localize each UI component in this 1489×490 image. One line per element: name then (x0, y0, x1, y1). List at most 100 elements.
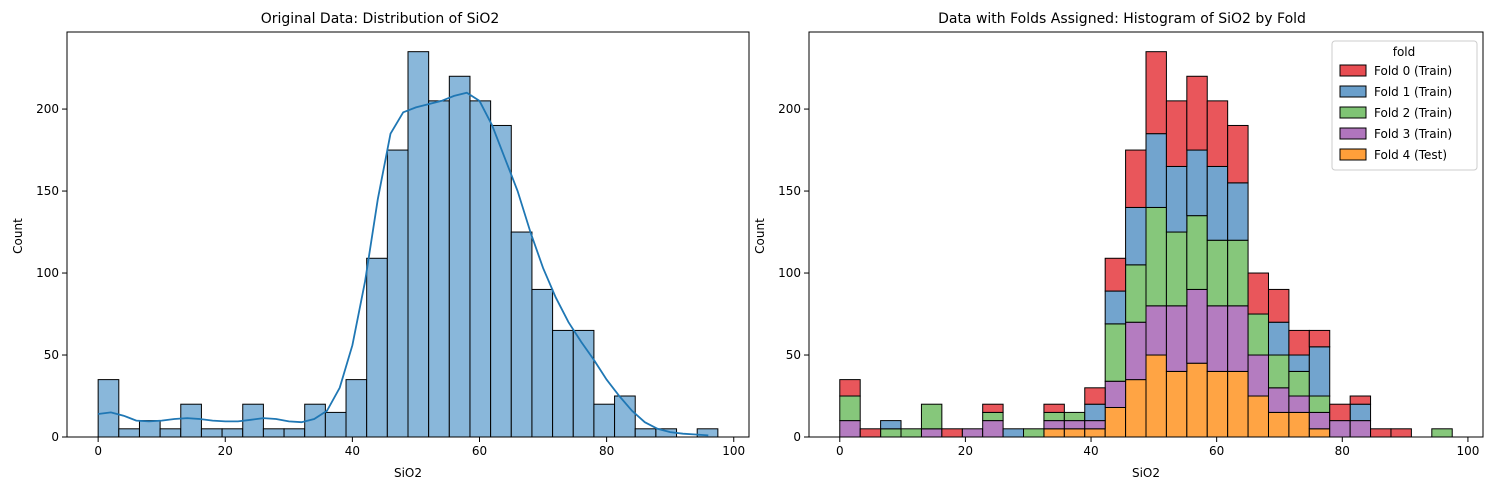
bar-segment (1063, 428, 1086, 438)
bar-segment (1104, 380, 1127, 408)
y-tick-label: 150 (778, 184, 801, 198)
bar-segment (1308, 411, 1331, 430)
bar-segment (982, 411, 1004, 422)
bar-segment (839, 420, 861, 438)
bar-segment (1431, 428, 1453, 438)
legend-label: Fold 3 (Train) (1374, 127, 1452, 141)
bar-segment (1288, 395, 1310, 413)
histogram-bar (531, 288, 554, 438)
x-axis-ticks: 0 20 40 60 80 100 (836, 437, 1479, 458)
bar-segment (1186, 288, 1208, 364)
histogram-bar (180, 403, 202, 438)
bar-segment (1104, 290, 1127, 325)
bar-segment (1145, 305, 1167, 356)
bar-segment (1186, 362, 1208, 438)
x-axis-ticks: 0 20 40 60 80 100 (94, 437, 745, 458)
legend-title: fold (1393, 45, 1416, 59)
histogram-bar (262, 428, 285, 438)
bar-segment (859, 428, 882, 438)
bar-segment (1165, 100, 1188, 167)
y-tick-label: 200 (36, 102, 59, 116)
bar-segment (1308, 395, 1331, 413)
y-tick-label: 100 (36, 266, 59, 280)
bar-segment (1104, 323, 1127, 382)
histogram-bar (510, 231, 533, 438)
bar-segment (1247, 354, 1269, 397)
bar-segment (880, 420, 902, 430)
bar-segment (982, 403, 1004, 413)
bar-segment (1349, 420, 1372, 438)
histogram-chart-left: Original Data: Distribution of SiO2 0 20 4… (11, 11, 750, 480)
bar-segment (1023, 428, 1045, 438)
bar-segment (1267, 411, 1290, 438)
legend-label: Fold 1 (Train) (1374, 85, 1452, 99)
histogram-bar (634, 428, 657, 438)
bar-segment (982, 420, 1004, 438)
bar-segment (1165, 231, 1188, 307)
histogram-bar (97, 379, 120, 438)
bar-segment (1063, 420, 1086, 430)
axes-frame (808, 31, 1484, 438)
bar-segment (1125, 149, 1147, 208)
bar-segment (1145, 133, 1167, 208)
bar-segment (1043, 420, 1065, 430)
y-axis-label: Count (753, 218, 767, 254)
plot-area (808, 31, 1484, 438)
bar-segment (1227, 239, 1249, 307)
bar-segment (1349, 403, 1372, 422)
bar-segment (839, 395, 861, 422)
kde-curve (97, 91, 709, 437)
bar-segment (1288, 411, 1310, 438)
bar-segment (1349, 395, 1372, 405)
x-tick-label: 0 (836, 444, 844, 458)
bar-segment (1084, 403, 1106, 422)
bar-segment (1165, 305, 1188, 372)
bar-segment (1145, 206, 1167, 307)
bar-segment (1104, 406, 1127, 438)
x-tick-label: 100 (1456, 444, 1479, 458)
bar-segment (1165, 165, 1188, 233)
y-tick-label: 50 (44, 348, 59, 362)
bar-segment (920, 428, 943, 438)
bar-segment (1288, 354, 1310, 372)
x-tick-label: 100 (722, 444, 745, 458)
x-tick-label: 0 (94, 444, 102, 458)
bar-segment (900, 428, 922, 438)
bar-segment (1247, 272, 1269, 315)
y-tick-label: 50 (786, 348, 801, 362)
bar-segment (1390, 428, 1412, 438)
y-tick-label: 200 (778, 102, 801, 116)
bar-segment (1084, 387, 1106, 405)
histogram-bar (593, 403, 616, 438)
bar-segment (1206, 305, 1229, 372)
bar-segment (1227, 182, 1249, 241)
legend-label: Fold 0 (Train) (1374, 64, 1452, 78)
bar-segment (1084, 428, 1106, 438)
histogram-bar (469, 100, 492, 438)
bar-segment (1002, 428, 1025, 438)
bar-segment (1043, 403, 1065, 413)
bar-segment (1267, 288, 1290, 323)
bar-segment (1308, 329, 1331, 348)
bar-segment (1206, 165, 1229, 241)
y-tick-label: 100 (778, 266, 801, 280)
bar-segment (1206, 100, 1229, 167)
bar-segment (1329, 403, 1351, 422)
histogram-bar (324, 411, 347, 438)
legend-label: Fold 4 (Test) (1374, 148, 1447, 162)
bar-segment (1247, 395, 1269, 438)
histogram-bar (386, 149, 409, 438)
histogram-bar (428, 100, 450, 438)
x-tick-label: 80 (1335, 444, 1350, 458)
bar-segment (1206, 370, 1229, 438)
histogram-bar (448, 75, 471, 438)
axes-frame (66, 31, 750, 438)
bar-segment (1145, 354, 1167, 438)
bar-segment (880, 428, 902, 438)
chart-title: Data with Folds Assigned: Histogram of S… (938, 11, 1306, 27)
bar-segment (1186, 75, 1208, 151)
histogram-bar (490, 124, 512, 438)
bar-segment (941, 428, 963, 438)
bar-segment (1186, 149, 1208, 217)
